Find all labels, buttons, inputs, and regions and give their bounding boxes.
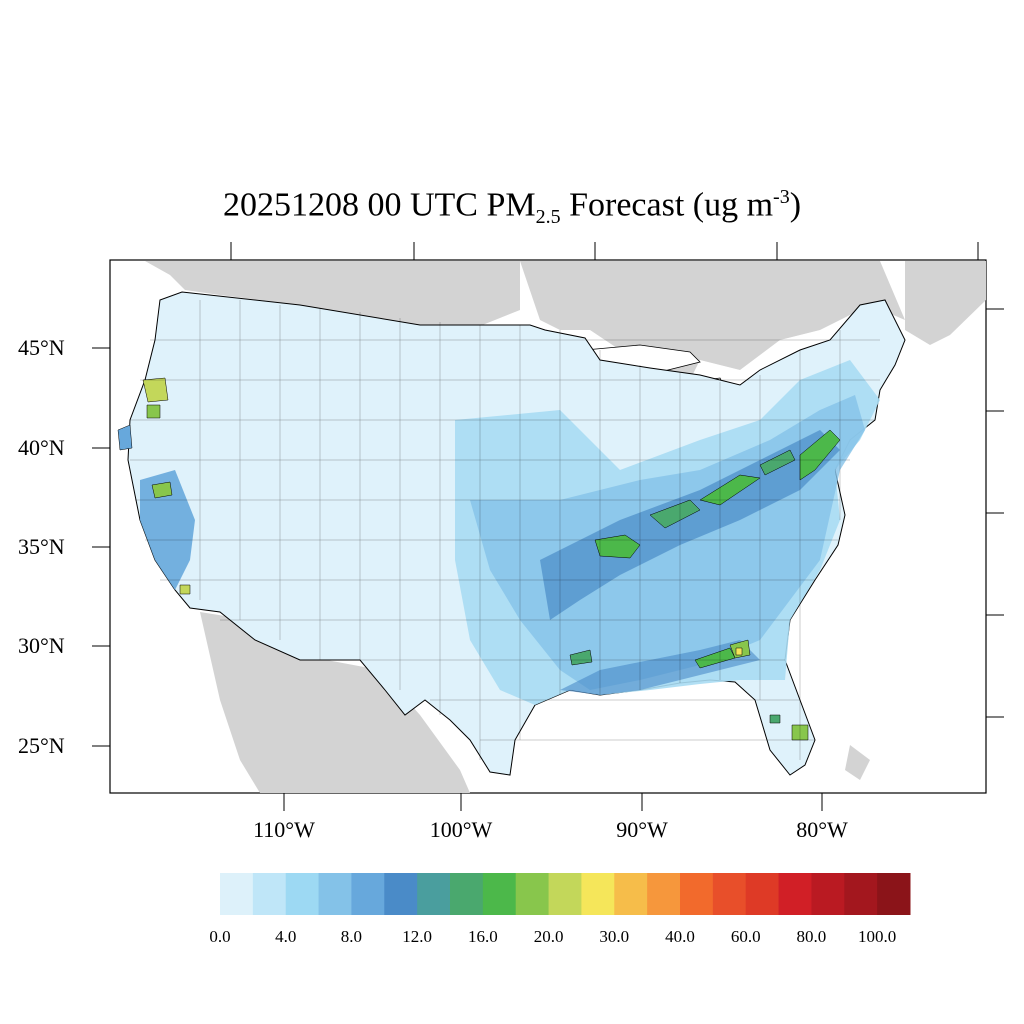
county-borders bbox=[130, 300, 880, 760]
colorbar-swatch bbox=[318, 873, 352, 915]
neighbor-land bbox=[145, 261, 986, 793]
colorbar-tick-label: 0.0 bbox=[209, 927, 231, 946]
colorbar-swatch bbox=[450, 873, 484, 915]
title-close: ) bbox=[789, 186, 802, 224]
lon-label: 100°W bbox=[429, 817, 493, 842]
colorbar-swatch bbox=[712, 873, 747, 915]
colorbar-swatch bbox=[252, 873, 287, 915]
colorbar-swatch bbox=[844, 873, 878, 915]
colorbar-swatch bbox=[285, 873, 320, 915]
colorbar-tick-label: 20.0 bbox=[533, 927, 564, 946]
lon-label: 80°W bbox=[796, 817, 848, 842]
title-tail: Forecast (ug m bbox=[560, 186, 774, 224]
colorbar-swatch bbox=[745, 873, 780, 915]
lat-label: 35°N bbox=[18, 534, 65, 559]
colorbar-tick-label: 4.0 bbox=[275, 927, 297, 946]
lon-label: 90°W bbox=[616, 817, 668, 842]
colorbar-swatch bbox=[482, 873, 517, 915]
colorbar-swatch bbox=[515, 873, 550, 915]
colorbar-swatch bbox=[877, 873, 911, 915]
colorbar-swatch bbox=[220, 873, 254, 915]
axis-ticks bbox=[92, 242, 1004, 811]
colorbar-tick-label: 16.0 bbox=[467, 927, 498, 946]
title-superscript: -3 bbox=[773, 186, 790, 208]
chart-title: 20251208 00 UTC PM2.5 Forecast (ug m-3) bbox=[0, 186, 1024, 229]
title-subscript: 2.5 bbox=[535, 206, 561, 229]
colorbar-swatch bbox=[351, 873, 385, 915]
lon-label: 110°W bbox=[253, 817, 315, 842]
colorbar bbox=[220, 873, 911, 915]
colorbar-tick-label: 100.0 bbox=[858, 927, 897, 946]
lat-label: 30°N bbox=[18, 633, 65, 658]
colorbar-tick-label: 12.0 bbox=[402, 927, 433, 946]
colorbar-swatch bbox=[581, 873, 615, 915]
colorbar-tick-label: 30.0 bbox=[599, 927, 630, 946]
colorbar-swatch bbox=[614, 873, 648, 915]
colorbar-swatch bbox=[548, 873, 582, 915]
lat-label: 45°N bbox=[18, 335, 65, 360]
colorbar-swatch bbox=[417, 873, 451, 915]
pm25-hotspots bbox=[117, 377, 841, 741]
colorbar-swatch bbox=[384, 873, 418, 915]
lat-label: 40°N bbox=[18, 435, 65, 460]
colorbar-swatch bbox=[778, 873, 812, 915]
colorbar-tick-label: 80.0 bbox=[796, 927, 827, 946]
colorbar-swatch bbox=[811, 873, 845, 915]
colorbar-swatch bbox=[680, 873, 714, 915]
colorbar-tick-label: 40.0 bbox=[665, 927, 695, 946]
colorbar-tick-label: 8.0 bbox=[340, 927, 363, 946]
colorbar-swatch bbox=[647, 873, 681, 915]
title-main: 20251208 00 UTC PM bbox=[222, 186, 536, 224]
lat-label: 25°N bbox=[18, 733, 65, 758]
colorbar-tick-label: 60.0 bbox=[730, 927, 761, 946]
